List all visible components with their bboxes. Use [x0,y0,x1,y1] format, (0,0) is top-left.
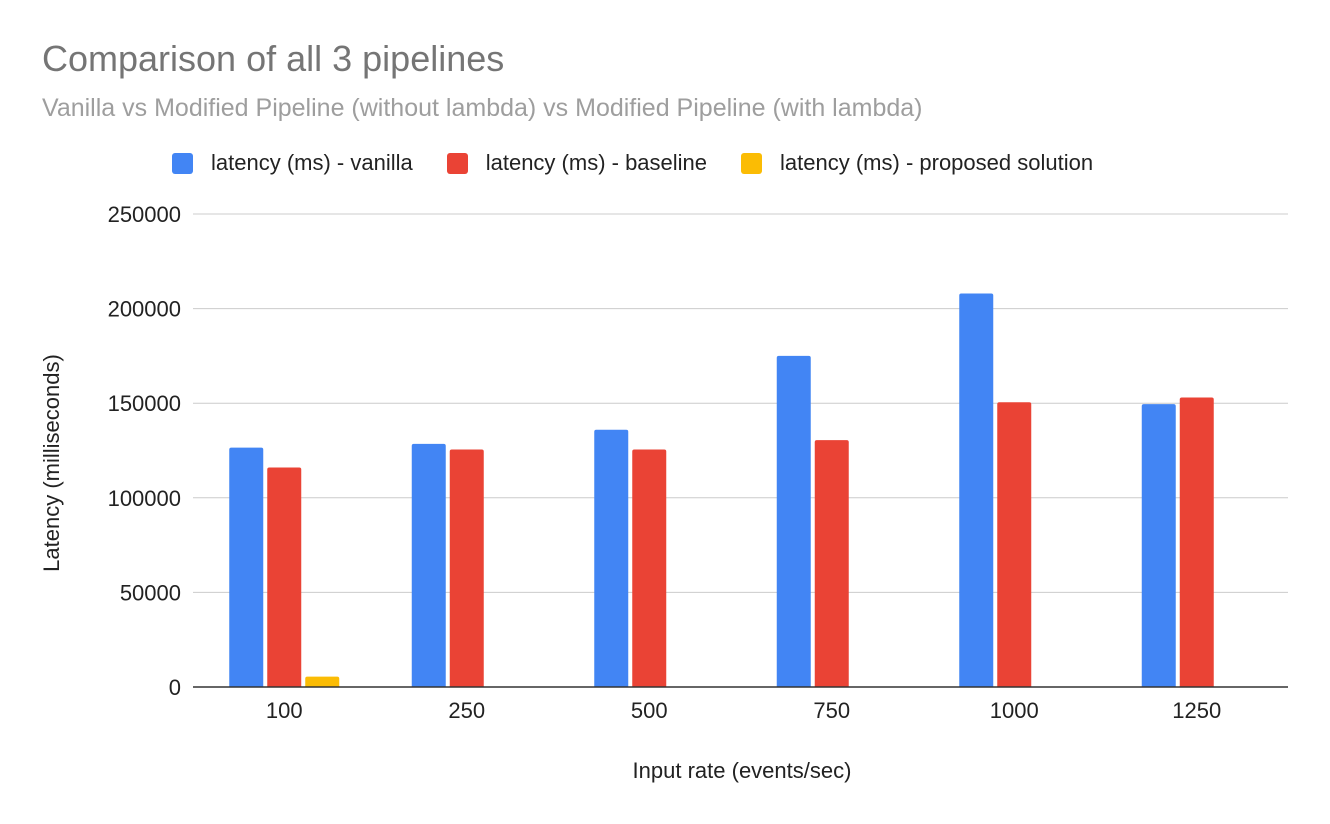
legend-label-proposed-solution: latency (ms) - proposed solution [780,150,1094,175]
chart-legend: latency (ms) - vanilla latency (ms) - ba… [172,148,1127,178]
y-tick-label: 250000 [108,202,181,227]
bar-baseline-500[interactable] [632,449,667,687]
legend-item-vanilla[interactable]: latency (ms) - vanilla [172,150,413,176]
y-tick-labels: 0 50000 100000 150000 200000 250000 [108,202,181,700]
x-tick-label: 250 [448,698,485,723]
x-tick-label: 1000 [990,698,1039,723]
y-tick-label: 0 [169,675,181,700]
chart-subtitle: Vanilla vs Modified Pipeline (without la… [42,94,923,122]
legend-swatch-proposed-solution [741,152,763,174]
bars [229,293,1214,687]
x-tick-label: 1250 [1172,698,1221,723]
bar-baseline-250[interactable] [449,449,484,687]
y-axis-title: Latency (milliseconds) [39,354,64,572]
x-tick-labels: 100 250 500 750 1000 1250 [266,698,1221,723]
y-tick-label: 150000 [108,391,181,416]
bar-vanilla-500[interactable] [594,429,629,687]
legend-item-proposed-solution[interactable]: latency (ms) - proposed solution [741,150,1093,176]
bar-vanilla-250[interactable] [411,443,446,687]
legend-label-vanilla: latency (ms) - vanilla [211,150,413,175]
bar-vanilla-1000[interactable] [959,293,994,687]
bar-proposed-solution-100[interactable] [305,676,340,687]
x-tick-label: 500 [631,698,668,723]
chart-title: Comparison of all 3 pipelines [42,38,505,79]
legend-swatch-vanilla [172,152,193,174]
bar-baseline-100[interactable] [267,467,302,687]
bar-baseline-1250[interactable] [1179,397,1214,687]
gridlines [193,213,1288,593]
x-tick-label: 750 [813,698,850,723]
bar-vanilla-1250[interactable] [1141,404,1176,687]
bar-baseline-750[interactable] [814,440,849,687]
y-tick-label: 50000 [120,580,181,605]
x-tick-label: 100 [266,698,303,723]
x-axis-title: Input rate (events/sec) [633,758,852,783]
legend-label-baseline: latency (ms) - baseline [485,150,708,175]
bar-vanilla-750[interactable] [776,355,811,687]
y-tick-label: 100000 [108,486,181,511]
bar-vanilla-100[interactable] [229,447,264,687]
legend-item-baseline[interactable]: latency (ms) - baseline [446,150,708,176]
legend-swatch-baseline [446,152,468,174]
y-tick-label: 200000 [108,297,181,322]
bar-baseline-1000[interactable] [997,402,1032,687]
